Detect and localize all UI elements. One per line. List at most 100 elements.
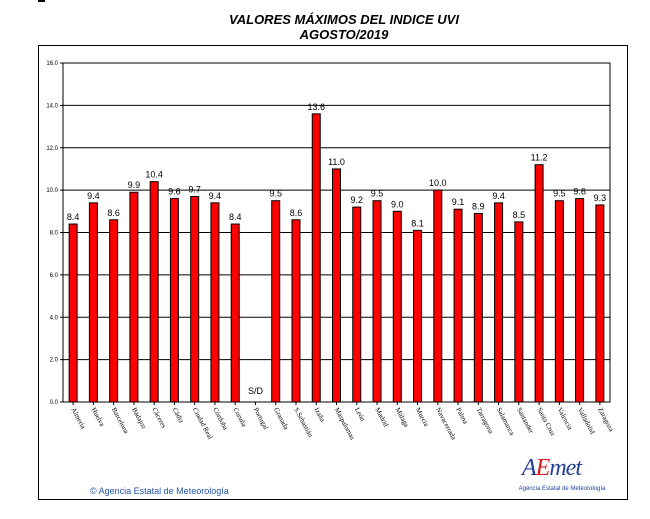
- bar: [413, 229, 423, 403]
- bar: [453, 208, 463, 403]
- bar: [332, 168, 341, 403]
- copyright-text: © Agencia Estatal de Meteorología: [90, 486, 229, 496]
- bar: [230, 223, 240, 403]
- data-label: 10.0: [429, 178, 447, 188]
- value-labels: 8.4 9.4 8.6 9.9 10.4 9.6 9.7 9.4 8.4 S/D 9.5 8.6 13.…: [67, 102, 606, 396]
- x-tick-label: Maspalomas: [333, 406, 357, 441]
- data-label: 8.4: [229, 212, 242, 222]
- bar: [88, 202, 98, 403]
- data-label: 9.9: [128, 180, 141, 190]
- x-tick-label: Madrid: [373, 406, 390, 428]
- data-label: 8.6: [290, 208, 303, 218]
- data-label: 9.1: [452, 197, 465, 207]
- x-tick-label: Izaña: [312, 406, 327, 424]
- bar: [514, 221, 524, 403]
- data-label: S/D: [248, 386, 264, 396]
- aemet-logo: AEmet: [522, 455, 582, 482]
- y-tick-label: 14.0: [46, 103, 58, 109]
- bar: [129, 191, 139, 403]
- x-tick-label: Santa Cruz: [535, 406, 557, 437]
- logo-letter-e: E: [535, 455, 551, 481]
- x-tick-labels: Almería Huelva Barcelona Badajoz Cáceres Cádi…: [69, 402, 616, 442]
- x-tick-label: Huelva: [90, 406, 107, 428]
- bar: [534, 164, 544, 403]
- data-label: 9.0: [391, 199, 404, 209]
- x-tick-label: Zaragoza: [596, 406, 616, 434]
- bar: [190, 195, 200, 403]
- x-tick-label: Badajoz: [130, 406, 148, 430]
- x-tick-label: Santander: [515, 406, 536, 435]
- x-tick-label: Ciudad Real: [191, 406, 214, 441]
- x-tick-label: Murcia: [414, 406, 431, 428]
- data-label: 9.6: [168, 187, 181, 197]
- bar: [311, 113, 321, 403]
- data-label: 9.4: [209, 191, 222, 201]
- bar: [554, 200, 564, 403]
- bar: [68, 223, 78, 403]
- x-tick-label: Coruña: [231, 406, 248, 429]
- x-tick-label: Portugal: [252, 406, 270, 431]
- x-tick-label: Córdoba: [211, 406, 230, 432]
- x-tick-label: Valladolid: [576, 406, 597, 436]
- y-tick-label: 12.0: [46, 146, 58, 152]
- data-label: 8.9: [472, 201, 485, 211]
- chart-title: VALORES MÁXIMOS DEL INDICE UVI: [229, 12, 459, 27]
- data-label: 8.6: [107, 208, 120, 218]
- bar: [494, 202, 504, 403]
- bar: [575, 198, 585, 403]
- x-tick-label: Cádiz: [171, 406, 186, 424]
- x-tick-label: Tarragona: [475, 406, 496, 436]
- data-label: 9.5: [269, 189, 282, 199]
- bar: [271, 200, 281, 403]
- data-label: 8.4: [67, 212, 80, 222]
- x-tick-label: León: [353, 406, 367, 423]
- data-label: 9.7: [188, 184, 201, 194]
- x-tick-label: Málaga: [394, 406, 411, 429]
- x-tick-label: Granada: [272, 406, 291, 431]
- x-tick-label: Barcelona: [110, 406, 131, 436]
- data-label: 8.5: [513, 210, 526, 220]
- bar: [149, 181, 159, 403]
- data-label: 10.4: [145, 170, 163, 180]
- bar: [392, 210, 402, 403]
- bar: [372, 200, 382, 403]
- data-label: 9.4: [87, 191, 100, 201]
- data-label: 9.6: [573, 187, 586, 197]
- x-tick-label: Palma: [454, 406, 470, 426]
- data-label: 8.1: [411, 218, 424, 228]
- y-tick-label: 2.0: [50, 358, 59, 364]
- y-tick-label: 16.0: [46, 61, 58, 67]
- bar: [169, 198, 179, 403]
- data-label: 9.5: [553, 189, 566, 199]
- x-tick-label: Salamanca: [495, 406, 517, 437]
- data-label: 11.0: [328, 157, 345, 167]
- x-tick-label: Almería: [69, 406, 87, 431]
- y-tick-label: 6.0: [50, 273, 59, 279]
- bar: [433, 189, 443, 403]
- y-tick-label: 4.0: [50, 315, 59, 321]
- y-axis: 0.0 2.0 4.0 6.0 8.0 10.0 12.0 14.0 16.0: [46, 61, 63, 406]
- chart-subtitle: AGOSTO/2019: [299, 27, 389, 42]
- x-tick-label: Navacerrada: [434, 406, 458, 442]
- corner-mark: [38, 0, 45, 2]
- data-label: 9.3: [594, 193, 607, 203]
- x-tick-label: Cáceres: [150, 406, 168, 430]
- logo-letter-a: A: [522, 455, 537, 481]
- bar: [473, 212, 483, 403]
- bar: [595, 204, 605, 403]
- data-label: 13.6: [307, 102, 325, 112]
- y-tick-label: 10.0: [46, 188, 58, 194]
- chart-frame: [38, 45, 628, 500]
- x-tick-label: Valencia: [556, 406, 575, 432]
- bar: [291, 219, 301, 403]
- bar: [109, 219, 119, 403]
- logo-subtitle: Agencia Estatal de Meteorología: [518, 486, 606, 492]
- data-label: 9.2: [351, 195, 364, 205]
- logo-letters-met: met: [549, 455, 582, 481]
- data-label: 11.2: [531, 153, 548, 163]
- bar: [352, 206, 362, 403]
- y-tick-label: 8.0: [50, 231, 59, 237]
- y-tick-label: 0.0: [50, 400, 59, 406]
- data-label: 9.5: [371, 189, 384, 199]
